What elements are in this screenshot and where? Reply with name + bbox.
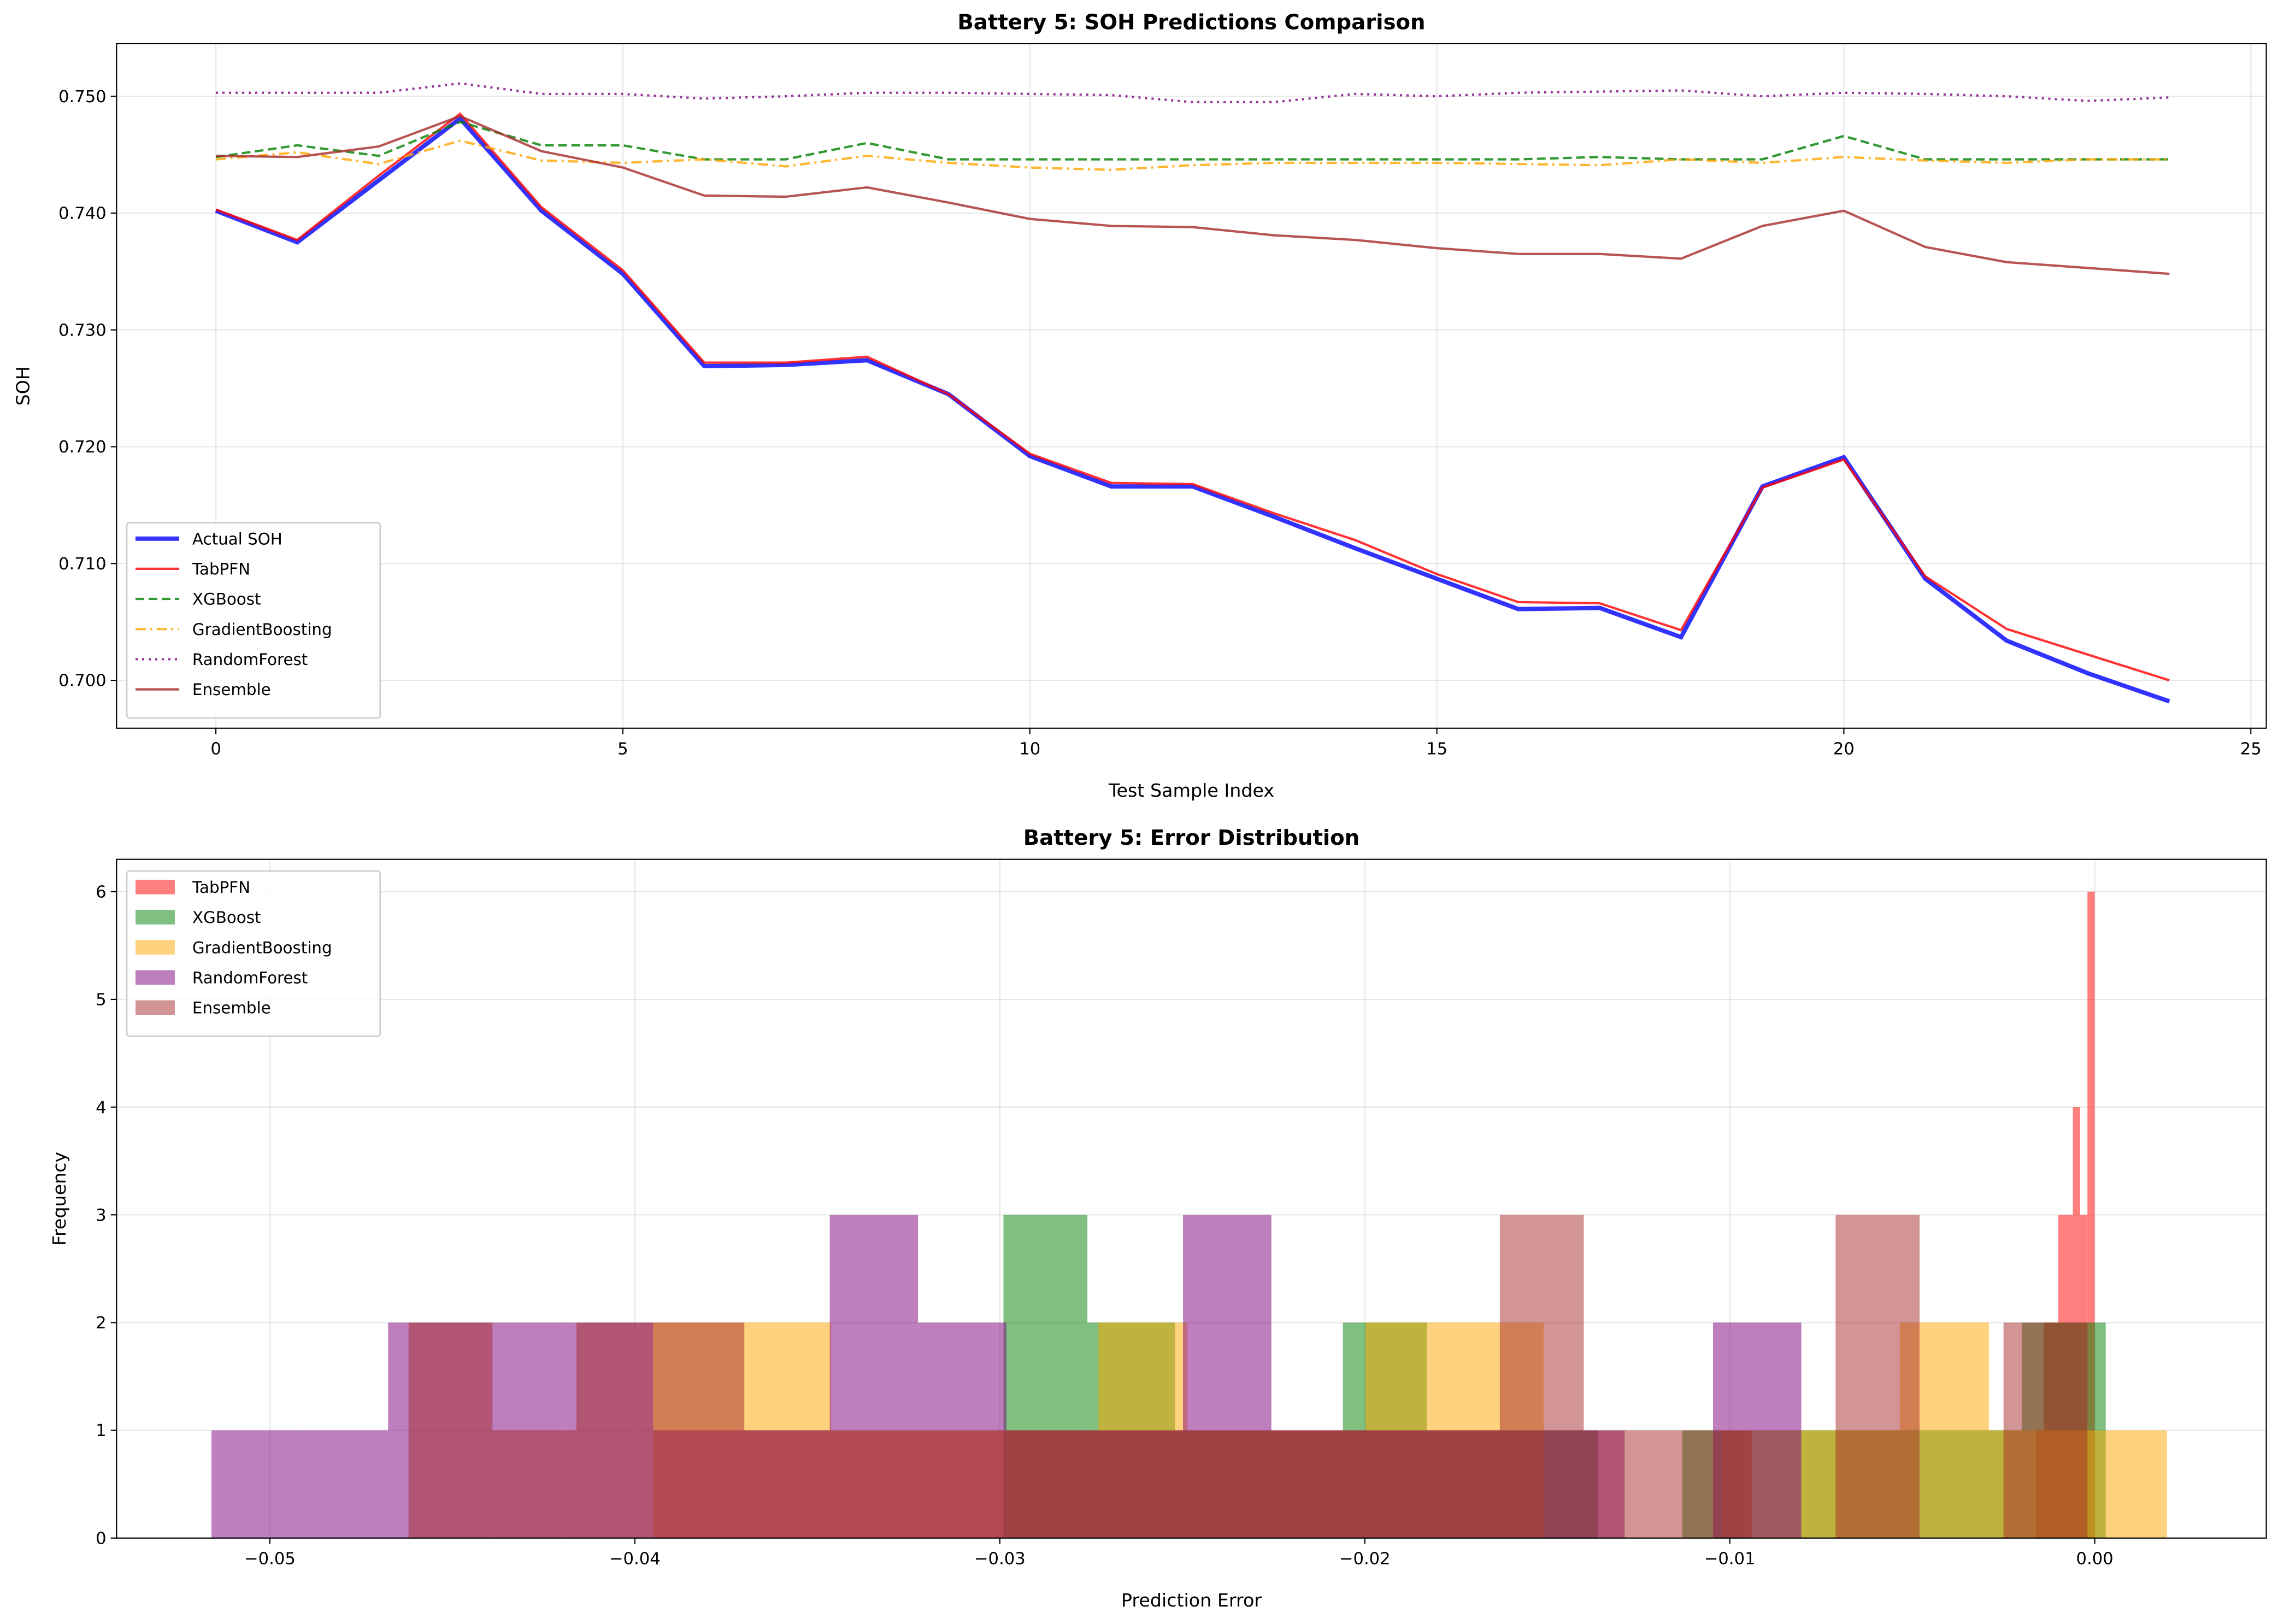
x-tick-label: 0 [210,740,221,759]
legend-label: RandomForest [192,650,308,669]
x-axis-label: Test Sample Index [1108,780,1274,801]
x-tick-label: −0.01 [1704,1550,1756,1569]
legend-label: GradientBoosting [192,938,332,957]
data-line [215,139,2170,171]
histogram-bar [211,1430,300,1538]
legend-box [126,522,381,719]
legend-label: XGBoost [192,590,261,609]
plot-area [215,82,2170,704]
histogram-bar [1332,1430,1416,1538]
axes-frame [116,43,2267,729]
chart-title: Battery 5: SOH Predictions Comparison [957,10,1425,34]
histogram-bar [744,1430,828,1538]
axes-frame [116,858,2267,1539]
y-tick-label: 6 [96,882,107,902]
histogram-bar [492,1430,576,1538]
y-axis-label: Frequency [49,1152,70,1246]
y-tick-label: 4 [96,1098,107,1117]
data-line [215,112,2170,682]
histogram-bar [1835,1215,1920,1538]
histogram-bar [576,1322,661,1538]
legend-label: Actual SOH [192,529,282,548]
legend-swatch [135,970,175,985]
x-tick-label: −0.05 [244,1550,296,1569]
y-tick-label: 0.700 [58,672,107,691]
histogram-bar [1164,1430,1248,1538]
data-line [216,115,2170,275]
x-tick-label: −0.02 [1339,1550,1391,1569]
data-line [216,82,2170,103]
histogram-bar [996,1430,1080,1538]
x-tick-label: 5 [617,740,628,759]
y-tick-label: 3 [96,1206,107,1225]
legend-label: Ensemble [192,680,271,699]
x-tick-label: −0.04 [609,1550,661,1569]
histogram-bar [2077,1430,2167,1538]
y-axis-label: SOH [12,366,33,405]
y-tick-label: 0.720 [58,438,107,457]
legend-swatch [135,879,175,895]
x-tick-label: 20 [1833,740,1855,759]
legend-label: Ensemble [192,999,271,1017]
x-tick-label: −0.03 [974,1550,1026,1569]
histogram-bar [1668,1430,1752,1538]
y-tick-label: 0.730 [58,321,107,340]
histogram-bar [660,1322,745,1538]
y-tick-label: 1 [96,1421,107,1440]
legend-label: TabPFN [192,878,250,897]
y-tick-label: 0.740 [58,204,107,223]
x-tick-label: 15 [1426,740,1447,759]
histogram-bar [828,1430,913,1538]
plot-area [211,891,2167,1538]
legend-label: XGBoost [192,908,261,927]
histogram-bar [1080,1430,1164,1538]
histogram-bar [1247,1430,1332,1538]
legend-box [126,870,381,1037]
legend-label: RandomForest [192,968,308,987]
legend-label: GradientBoosting [192,620,332,639]
x-tick-label: 25 [2240,740,2262,759]
histogram-bar [2003,1322,2088,1538]
x-tick-label: 0.00 [2076,1550,2114,1569]
y-tick-label: 0.750 [58,87,107,107]
x-axis-label: Prediction Error [1121,1590,1262,1611]
chart-title: Battery 5: Error Distribution [1023,826,1360,850]
histogram-bar [1584,1430,1668,1538]
legend-swatch [135,1000,175,1015]
y-tick-label: 0.710 [58,555,107,574]
data-line [215,115,2170,704]
y-tick-label: 0 [96,1529,107,1548]
y-tick-label: 2 [96,1314,107,1333]
histogram-bar [299,1430,389,1538]
histogram-bar [1416,1430,1500,1538]
legend-swatch [135,940,175,955]
x-tick-label: 10 [1019,740,1040,759]
histogram-bar [408,1322,493,1538]
legend-label: TabPFN [192,560,250,579]
legend-swatch [135,910,175,925]
histogram-bar [912,1430,997,1538]
histogram-bar [1499,1215,1584,1538]
y-tick-label: 5 [96,991,107,1010]
